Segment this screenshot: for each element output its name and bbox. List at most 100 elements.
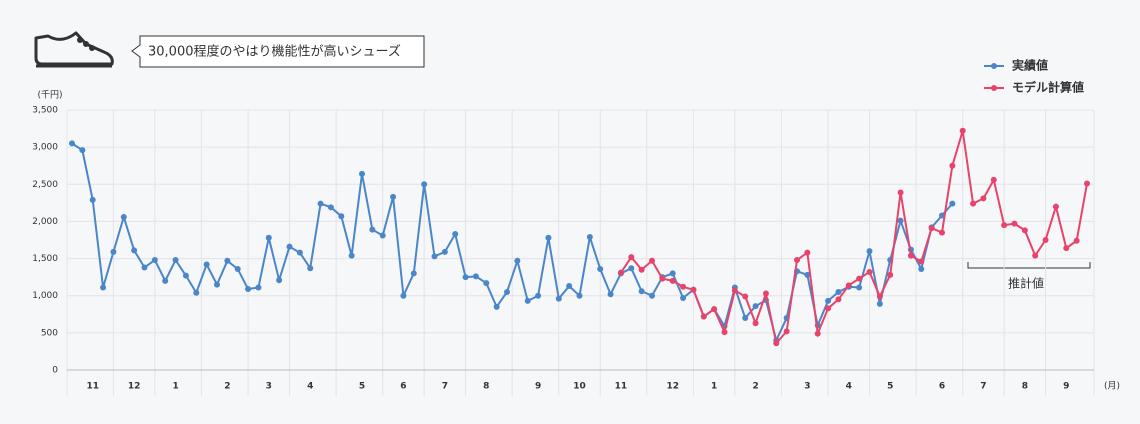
data-point (835, 289, 842, 295)
data-point (804, 271, 811, 278)
legend-label: 実績値 (1012, 58, 1048, 73)
data-point (421, 181, 428, 188)
data-point (876, 293, 883, 300)
y-unit: (千円) (37, 90, 62, 101)
data-point (276, 277, 283, 284)
data-point (79, 147, 86, 154)
data-point (700, 313, 707, 320)
data-point (110, 248, 117, 255)
data-point (307, 265, 314, 272)
y-tick-label: 0 (52, 366, 58, 376)
data-point (504, 289, 510, 295)
x-tick-label: 10 (573, 382, 586, 392)
x-tick-label: 3 (804, 382, 810, 392)
x-tick-label: 2 (752, 382, 758, 392)
data-point (897, 189, 904, 196)
x-tick-label: 5 (887, 382, 893, 392)
data-point (856, 275, 863, 282)
x-tick-label: 4 (307, 382, 313, 392)
data-point (462, 274, 469, 281)
data-point (545, 234, 552, 241)
data-point (400, 292, 407, 299)
data-point (731, 287, 738, 294)
data-point (338, 213, 345, 220)
data-point (597, 265, 604, 272)
data-point (514, 257, 521, 264)
data-point (845, 282, 852, 289)
x-tick-label: 3 (266, 382, 272, 392)
data-point (131, 247, 138, 254)
data-point (814, 330, 821, 337)
x-tick-label: 1 (711, 382, 717, 392)
x-tick-label: 9 (1063, 382, 1069, 392)
data-point (1021, 227, 1028, 234)
x-tick-label: 12 (666, 382, 679, 392)
data-point (576, 292, 583, 299)
data-point (100, 284, 107, 291)
data-point (649, 292, 655, 299)
x-tick-label: 6 (400, 382, 406, 392)
data-point (472, 273, 479, 280)
legend-dot (991, 85, 997, 91)
data-point (141, 264, 148, 271)
data-point (348, 252, 355, 259)
data-point (887, 271, 894, 278)
data-point (607, 291, 614, 298)
data-point (918, 265, 925, 272)
data-point (835, 296, 842, 303)
y-tick-label: 1,500 (32, 254, 58, 264)
data-point (535, 292, 542, 299)
data-point (69, 140, 75, 147)
data-point (1001, 222, 1008, 229)
data-point (742, 293, 749, 300)
data-point (949, 200, 956, 207)
data-point (1063, 245, 1070, 252)
data-point (907, 252, 914, 259)
data-point (794, 257, 800, 264)
data-point (897, 217, 904, 224)
data-point (980, 195, 987, 202)
data-point (524, 297, 531, 304)
data-point (1042, 237, 1049, 243)
data-point (172, 257, 179, 264)
annotation: 推計値 (1008, 276, 1044, 291)
data-point (752, 303, 759, 310)
data-point (193, 289, 200, 296)
data-point (452, 231, 459, 238)
data-point (327, 204, 334, 211)
data-point (359, 170, 365, 177)
data-point (628, 254, 635, 261)
x-tick-label: 5 (359, 382, 365, 392)
x-tick-label: 12 (128, 382, 141, 392)
data-point (990, 176, 997, 183)
data-point (265, 234, 272, 241)
x-tick-label: 7 (442, 382, 448, 392)
data-point (1032, 252, 1039, 259)
data-point (949, 162, 956, 169)
data-point (669, 270, 676, 277)
x-tick-label: 11 (615, 382, 628, 392)
y-tick-label: 3,000 (32, 143, 58, 153)
data-point (928, 225, 935, 232)
title-box (131, 35, 425, 68)
data-point (866, 248, 873, 255)
data-point (1084, 180, 1090, 187)
data-point (804, 249, 811, 256)
shoe-icon (34, 31, 114, 68)
data-point (659, 275, 666, 282)
y-tick-label: 2,500 (32, 180, 58, 190)
data-point (825, 297, 832, 304)
data-point (1052, 203, 1059, 210)
estimate-bracket (967, 262, 1091, 269)
data-point (224, 257, 231, 264)
data-point (555, 295, 562, 302)
x-tick-label: 8 (483, 382, 489, 392)
y-tick-label: 1,000 (32, 291, 58, 301)
x-tick-label: 9 (535, 382, 541, 392)
data-point (1011, 220, 1018, 227)
data-point (317, 200, 324, 207)
data-point (89, 196, 96, 203)
x-tick-label: 8 (1022, 382, 1028, 392)
data-point (680, 294, 687, 301)
